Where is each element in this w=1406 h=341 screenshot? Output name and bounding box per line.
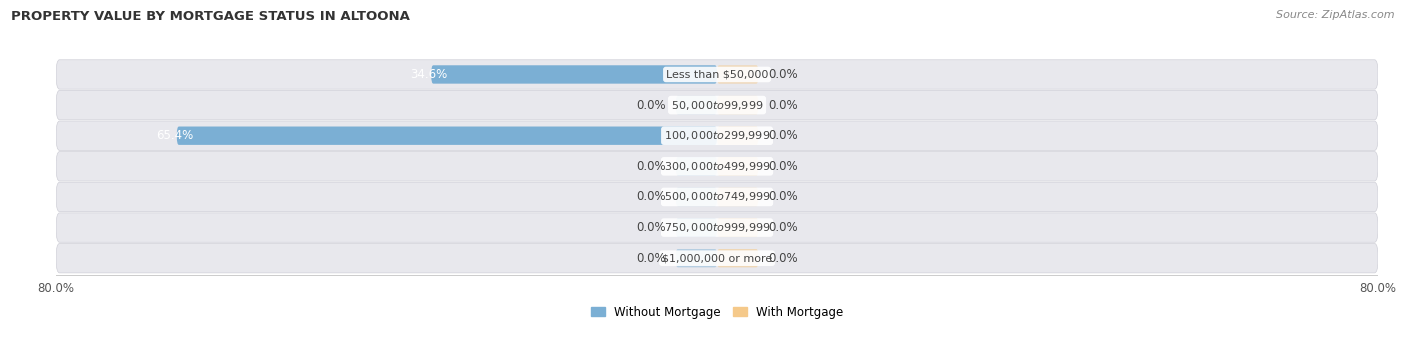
FancyBboxPatch shape (676, 249, 717, 267)
Text: 0.0%: 0.0% (637, 221, 666, 234)
FancyBboxPatch shape (177, 127, 717, 145)
FancyBboxPatch shape (56, 152, 1378, 181)
Text: 0.0%: 0.0% (768, 99, 797, 112)
Text: PROPERTY VALUE BY MORTGAGE STATUS IN ALTOONA: PROPERTY VALUE BY MORTGAGE STATUS IN ALT… (11, 10, 411, 23)
Legend: Without Mortgage, With Mortgage: Without Mortgage, With Mortgage (586, 301, 848, 323)
FancyBboxPatch shape (717, 127, 758, 145)
Text: 0.0%: 0.0% (637, 160, 666, 173)
FancyBboxPatch shape (56, 243, 1378, 273)
FancyBboxPatch shape (717, 65, 758, 84)
Text: 0.0%: 0.0% (637, 99, 666, 112)
FancyBboxPatch shape (717, 249, 758, 267)
FancyBboxPatch shape (56, 213, 1378, 242)
Text: 0.0%: 0.0% (637, 252, 666, 265)
FancyBboxPatch shape (56, 60, 1378, 89)
FancyBboxPatch shape (717, 218, 758, 237)
Text: 34.6%: 34.6% (411, 68, 447, 81)
Text: $100,000 to $299,999: $100,000 to $299,999 (664, 129, 770, 142)
FancyBboxPatch shape (432, 65, 717, 84)
FancyBboxPatch shape (676, 188, 717, 206)
FancyBboxPatch shape (717, 188, 758, 206)
Text: 0.0%: 0.0% (768, 221, 797, 234)
FancyBboxPatch shape (56, 90, 1378, 120)
Text: $300,000 to $499,999: $300,000 to $499,999 (664, 160, 770, 173)
Text: $750,000 to $999,999: $750,000 to $999,999 (664, 221, 770, 234)
FancyBboxPatch shape (676, 157, 717, 176)
Text: 65.4%: 65.4% (156, 129, 194, 142)
FancyBboxPatch shape (717, 157, 758, 176)
Text: Source: ZipAtlas.com: Source: ZipAtlas.com (1277, 10, 1395, 20)
Text: 0.0%: 0.0% (768, 252, 797, 265)
Text: 0.0%: 0.0% (768, 160, 797, 173)
FancyBboxPatch shape (676, 218, 717, 237)
Text: Less than $50,000: Less than $50,000 (666, 70, 768, 79)
Text: 0.0%: 0.0% (637, 190, 666, 204)
FancyBboxPatch shape (56, 182, 1378, 212)
Text: $500,000 to $749,999: $500,000 to $749,999 (664, 190, 770, 204)
Text: $1,000,000 or more: $1,000,000 or more (662, 253, 772, 263)
FancyBboxPatch shape (56, 121, 1378, 150)
FancyBboxPatch shape (717, 96, 758, 114)
Text: $50,000 to $99,999: $50,000 to $99,999 (671, 99, 763, 112)
Text: 0.0%: 0.0% (768, 129, 797, 142)
FancyBboxPatch shape (676, 96, 717, 114)
Text: 0.0%: 0.0% (768, 190, 797, 204)
Text: 0.0%: 0.0% (768, 68, 797, 81)
